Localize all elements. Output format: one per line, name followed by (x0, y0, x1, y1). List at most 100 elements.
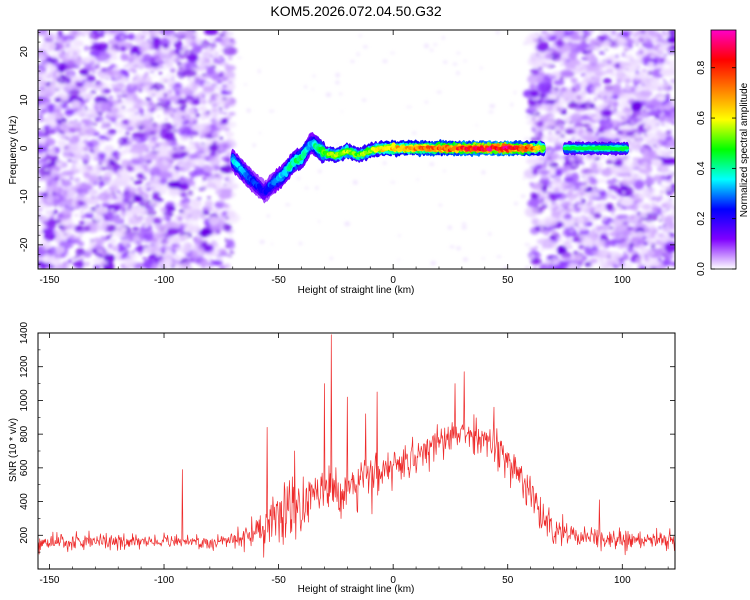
spectrogram-noise-blob (159, 211, 164, 214)
spectrogram-noise-blob (443, 60, 448, 64)
spectrogram-noise-blob (138, 85, 142, 88)
spectrogram-noise-blob (150, 263, 160, 269)
spectrogram-noise-blob (46, 218, 57, 230)
spectrogram-noise-blob (612, 45, 619, 49)
spectrogram-noise-blob (175, 59, 179, 63)
spectrogram-noise-blob (530, 166, 534, 169)
spectrogram-noise-blob (227, 210, 237, 220)
spectrogram-noise-blob (93, 214, 103, 221)
spectrogram-noise-blob (188, 142, 196, 151)
spectrogram-noise-blob (74, 119, 78, 122)
spectrogram-noise-blob (117, 154, 122, 157)
spectrogram-noise-blob (624, 86, 632, 91)
spectrogram-noise-blob (629, 137, 633, 140)
spectrogram-noise-blob (65, 136, 69, 140)
spectrogram-noise-blob (187, 180, 196, 187)
spectrogram-noise-blob (117, 246, 127, 253)
spectrogram-noise-blob (607, 190, 614, 196)
spectrogram-noise-blob (556, 136, 561, 141)
spectrogram-noise-blob (190, 250, 198, 259)
spectrogram-noise-blob (218, 136, 224, 140)
spectrogram-noise-blob (202, 172, 217, 181)
spectrogram-noise-blob (92, 147, 97, 152)
spectrogram-noise-blob (549, 135, 557, 141)
spectrogram-noise-blob (656, 201, 659, 204)
spectrogram-noise-blob (111, 150, 120, 158)
spectrogram-noise-blob (128, 118, 143, 127)
spectrogram-noise-blob (204, 200, 214, 208)
spectrogram-noise-blob (617, 56, 620, 59)
spectrogram-noise-blob (176, 61, 182, 66)
spectrogram-noise-blob (108, 45, 117, 53)
spectrogram-noise-blob (610, 195, 617, 199)
spectrogram-noise-blob (650, 138, 656, 142)
spectrogram-noise-blob (655, 196, 661, 202)
spectrogram-noise-blob (133, 125, 139, 132)
spectrogram-noise-blob (181, 64, 184, 67)
spectrogram-noise-blob (587, 175, 595, 182)
spectrogram-noise-blob (603, 96, 608, 99)
spectrogram-noise-blob (658, 45, 667, 52)
spectrogram-noise-blob (358, 34, 362, 37)
spectrogram-noise-blob (582, 165, 585, 168)
spectrogram-noise-blob (71, 100, 81, 109)
spectrogram-noise-blob (133, 229, 137, 232)
spectrogram-noise-blob (57, 212, 64, 219)
spectrogram-noise-blob (595, 162, 599, 164)
spectrogram-noise-blob (163, 112, 171, 118)
spectrogram-noise-blob (179, 74, 182, 77)
spectrogram-noise-blob (83, 81, 96, 89)
spectrogram-noise-blob (127, 162, 132, 165)
spectrogram-noise-blob (58, 238, 74, 249)
spectrogram-noise-blob (575, 107, 580, 111)
spectrogram-noise-blob (157, 115, 160, 118)
spectrogram-noise-blob (222, 30, 227, 33)
spectrogram-noise-blob (633, 192, 638, 196)
spectrogram-noise-blob (546, 159, 552, 165)
spectrogram-noise-blob (536, 53, 539, 56)
spectrogram-noise-blob (186, 98, 191, 101)
spectrogram-noise-blob (318, 220, 321, 223)
spectrogram-noise-blob (574, 64, 583, 70)
spectrogram-noise-blob (53, 103, 56, 106)
spectrogram-noise-blob (522, 41, 528, 45)
spectrogram-noise-blob (53, 266, 61, 269)
spectrogram-noise-blob (213, 244, 219, 248)
spectrogram-noise-blob (144, 176, 147, 179)
spectrogram-noise-blob (588, 124, 593, 128)
spectrogram-noise-blob (532, 111, 537, 115)
spectrogram-noise-blob (447, 225, 453, 230)
spectrogram-noise-blob (543, 216, 558, 227)
spectrogram-noise-blob (200, 99, 207, 105)
spectrogram-noise-blob (129, 137, 133, 139)
spectrogram-noise-blob (551, 127, 556, 130)
spectrogram-noise-blob (335, 72, 340, 78)
spectrogram-noise-blob (190, 208, 203, 218)
spectrogram-noise-blob (101, 120, 110, 125)
spectrogram-noise-blob (125, 131, 130, 136)
spectrogram-noise-blob (659, 235, 664, 238)
spectrogram-noise-blob (144, 88, 151, 92)
spectrogram-noise-blob (158, 71, 163, 75)
spectrogram-noise-blob (449, 245, 455, 249)
spectrogram-noise-blob (143, 224, 149, 228)
spectrogram-noise-blob (96, 103, 102, 109)
spectrogram-noise-blob (222, 86, 227, 90)
spectrogram-noise-blob (109, 244, 119, 250)
spectrogram-noise-blob (556, 208, 559, 211)
spectrogram-noise-blob (222, 97, 227, 100)
spectrogram-noise-blob (575, 189, 587, 197)
spectrogram-noise-blob (201, 155, 205, 158)
spectrogram-noise-blob (665, 124, 669, 128)
spectrogram-noise-blob (208, 143, 219, 152)
spectrogram-noise-blob (142, 54, 152, 62)
spectrogram-noise-blob (182, 117, 186, 120)
spectrogram-noise-blob (42, 253, 51, 261)
spectrogram-noise-blob (115, 188, 120, 191)
spectrogram-noise-blob (105, 224, 108, 228)
spectrogram-noise-blob (50, 57, 55, 60)
spectrogram-noise-blob (567, 265, 575, 269)
spectrogram-noise-blob (561, 251, 572, 259)
spectrogram-noise-blob (214, 201, 226, 209)
spectrogram-noise-blob (209, 215, 219, 226)
